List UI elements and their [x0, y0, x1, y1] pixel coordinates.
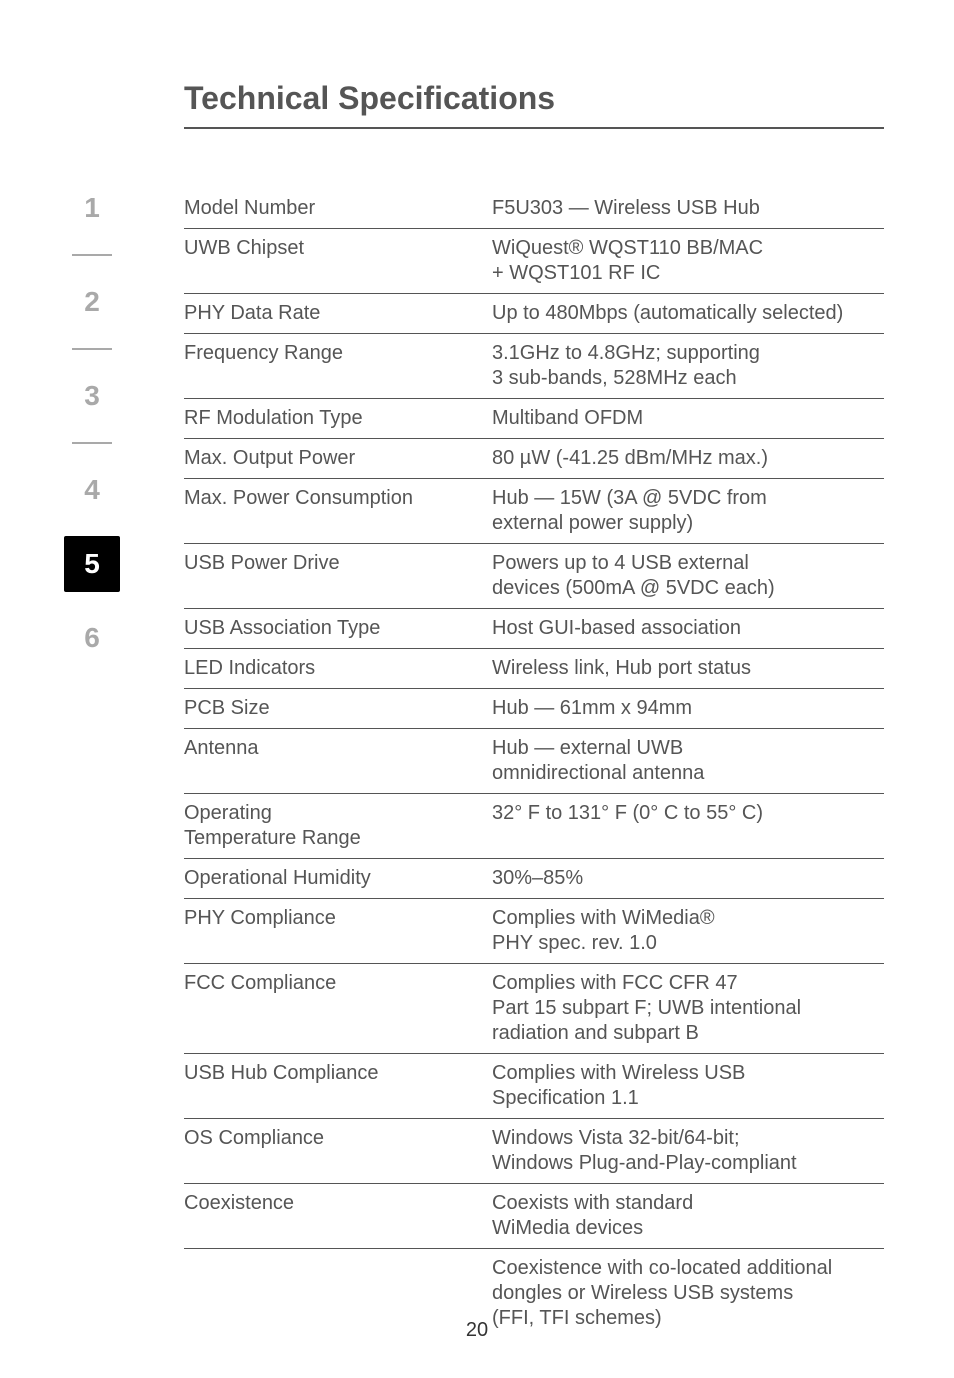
spec-row: Model NumberF5U303 — Wireless USB Hub: [184, 189, 884, 229]
spec-row: Max. Output Power80 µW (-41.25 dBm/MHz m…: [184, 439, 884, 479]
section-tab-4[interactable]: 4: [64, 462, 120, 518]
spec-row: FCC ComplianceComplies with FCC CFR 47 P…: [184, 964, 884, 1054]
spec-value: Up to 480Mbps (automatically selected): [492, 301, 884, 326]
spec-label: USB Association Type: [184, 616, 492, 641]
spec-value: Powers up to 4 USB external devices (500…: [492, 551, 884, 601]
spec-label: Antenna: [184, 736, 492, 761]
section-tab-3[interactable]: 3: [64, 368, 120, 424]
spec-value: 80 µW (-41.25 dBm/MHz max.): [492, 446, 884, 471]
spec-label: LED Indicators: [184, 656, 492, 681]
spec-label: FCC Compliance: [184, 971, 492, 996]
page-number: 20: [0, 1319, 954, 1342]
spec-label: Frequency Range: [184, 341, 492, 366]
tab-divider: [72, 442, 112, 444]
spec-row: Max. Power ConsumptionHub — 15W (3A @ 5V…: [184, 479, 884, 544]
spec-value: Complies with Wireless USB Specification…: [492, 1061, 884, 1111]
section-tab-6[interactable]: 6: [64, 610, 120, 666]
spec-row: LED IndicatorsWireless link, Hub port st…: [184, 649, 884, 689]
section-tabs: 1 2 3 4 5 6: [64, 180, 120, 684]
spec-row: UWB ChipsetWiQuest® WQST110 BB/MAC + WQS…: [184, 229, 884, 294]
spec-row: USB Power DrivePowers up to 4 USB extern…: [184, 544, 884, 609]
tab-divider: [72, 348, 112, 350]
spec-value: Wireless link, Hub port status: [492, 656, 884, 681]
spec-value: Windows Vista 32-bit/64-bit; Windows Plu…: [492, 1126, 884, 1176]
spec-value: 32° F to 131° F (0° C to 55° C): [492, 801, 884, 826]
spec-label: Coexistence: [184, 1191, 492, 1216]
spec-value: Multiband OFDM: [492, 406, 884, 431]
spec-row: PCB SizeHub — 61mm x 94mm: [184, 689, 884, 729]
section-tab-5[interactable]: 5: [64, 536, 120, 592]
spec-row: PHY ComplianceComplies with WiMedia® PHY…: [184, 899, 884, 964]
spec-label: UWB Chipset: [184, 236, 492, 261]
spec-value: Complies with WiMedia® PHY spec. rev. 1.…: [492, 906, 884, 956]
spec-row: USB Association TypeHost GUI-based assoc…: [184, 609, 884, 649]
spec-row: Frequency Range3.1GHz to 4.8GHz; support…: [184, 334, 884, 399]
section-tab-1[interactable]: 1: [64, 180, 120, 236]
spec-value: F5U303 — Wireless USB Hub: [492, 196, 884, 221]
spec-label: Max. Output Power: [184, 446, 492, 471]
spec-label: PHY Compliance: [184, 906, 492, 931]
spec-row: PHY Data RateUp to 480Mbps (automaticall…: [184, 294, 884, 334]
spec-value: Complies with FCC CFR 47 Part 15 subpart…: [492, 971, 884, 1046]
spec-label: USB Hub Compliance: [184, 1061, 492, 1086]
tab-divider: [72, 254, 112, 256]
spec-row: RF Modulation TypeMultiband OFDM: [184, 399, 884, 439]
spec-value: Hub — 15W (3A @ 5VDC from external power…: [492, 486, 884, 536]
spec-label: PHY Data Rate: [184, 301, 492, 326]
spec-label: Operational Humidity: [184, 866, 492, 891]
spec-row: AntennaHub — external UWB omnidirectiona…: [184, 729, 884, 794]
spec-row: CoexistenceCoexists with standard WiMedi…: [184, 1184, 884, 1249]
spec-label: PCB Size: [184, 696, 492, 721]
spec-table: Model NumberF5U303 — Wireless USB HubUWB…: [184, 189, 884, 1338]
spec-row: Operating Temperature Range32° F to 131°…: [184, 794, 884, 859]
spec-value: Hub — external UWB omnidirectional anten…: [492, 736, 884, 786]
spec-value: Host GUI-based association: [492, 616, 884, 641]
spec-label: Max. Power Consumption: [184, 486, 492, 511]
spec-row: OS ComplianceWindows Vista 32-bit/64-bit…: [184, 1119, 884, 1184]
spec-value: Coexists with standard WiMedia devices: [492, 1191, 884, 1241]
spec-label: Model Number: [184, 196, 492, 221]
page-title: Technical Specifications: [184, 80, 884, 129]
section-tab-2[interactable]: 2: [64, 274, 120, 330]
spec-value: 3.1GHz to 4.8GHz; supporting 3 sub-bands…: [492, 341, 884, 391]
spec-value: 30%–85%: [492, 866, 884, 891]
spec-value: Hub — 61mm x 94mm: [492, 696, 884, 721]
spec-label: OS Compliance: [184, 1126, 492, 1151]
spec-label: RF Modulation Type: [184, 406, 492, 431]
spec-label: USB Power Drive: [184, 551, 492, 576]
spec-value: WiQuest® WQST110 BB/MAC + WQST101 RF IC: [492, 236, 884, 286]
spec-label: Operating Temperature Range: [184, 801, 492, 851]
spec-row: Operational Humidity30%–85%: [184, 859, 884, 899]
page: Technical Specifications 1 2 3 4 5 6 Mod…: [0, 0, 954, 1378]
spec-row: USB Hub ComplianceComplies with Wireless…: [184, 1054, 884, 1119]
